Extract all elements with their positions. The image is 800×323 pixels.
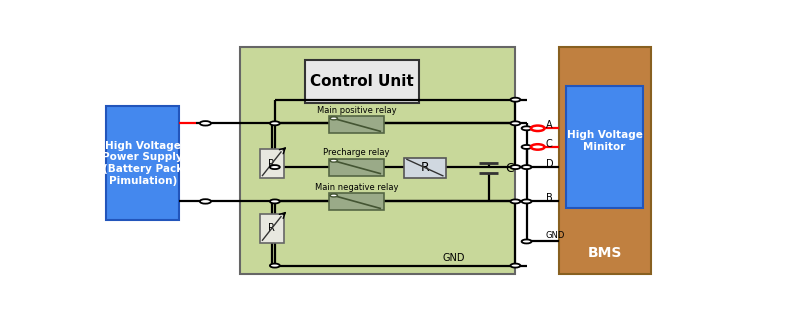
Text: D: D (546, 159, 554, 169)
Bar (404, 158, 446, 178)
Circle shape (522, 239, 531, 244)
Bar (260, 150, 283, 178)
Bar (239, 47, 515, 274)
Text: Precharge relay: Precharge relay (323, 148, 390, 157)
Circle shape (200, 199, 211, 204)
Text: High Voltage
Power Supply
(Battery Pack
Pimulation): High Voltage Power Supply (Battery Pack … (102, 141, 183, 185)
Bar (330, 116, 384, 133)
Text: BMS: BMS (587, 246, 622, 260)
Circle shape (531, 126, 545, 131)
Text: GND: GND (546, 231, 565, 240)
Bar (330, 193, 384, 210)
Circle shape (330, 117, 338, 120)
Circle shape (330, 194, 338, 197)
Text: C: C (546, 139, 553, 149)
Text: R: R (268, 159, 275, 169)
Bar (106, 106, 179, 220)
Circle shape (510, 121, 520, 125)
Text: Control Unit: Control Unit (310, 74, 414, 89)
Circle shape (510, 199, 520, 203)
Text: GND: GND (442, 253, 465, 263)
Text: A: A (546, 120, 553, 130)
Bar (566, 86, 643, 208)
Circle shape (330, 159, 338, 162)
Text: Main positive relay: Main positive relay (317, 106, 397, 115)
Text: R: R (421, 161, 430, 174)
Bar (558, 47, 650, 274)
Circle shape (270, 264, 280, 267)
Circle shape (270, 199, 280, 203)
Circle shape (270, 165, 280, 169)
Text: C: C (505, 162, 514, 175)
Circle shape (522, 199, 531, 203)
Circle shape (510, 98, 520, 102)
Circle shape (510, 165, 520, 169)
Circle shape (270, 121, 280, 125)
Text: R: R (268, 224, 275, 234)
Text: B: B (546, 193, 553, 203)
Bar (330, 159, 384, 176)
Circle shape (200, 121, 211, 126)
Circle shape (522, 145, 531, 149)
Circle shape (510, 264, 520, 267)
Text: Main negative relay: Main negative relay (315, 183, 398, 192)
Circle shape (522, 126, 531, 130)
Circle shape (531, 144, 545, 150)
Bar (260, 214, 283, 243)
Circle shape (522, 165, 531, 169)
Text: High Voltage
Minitor: High Voltage Minitor (566, 130, 642, 151)
Bar (305, 60, 419, 103)
